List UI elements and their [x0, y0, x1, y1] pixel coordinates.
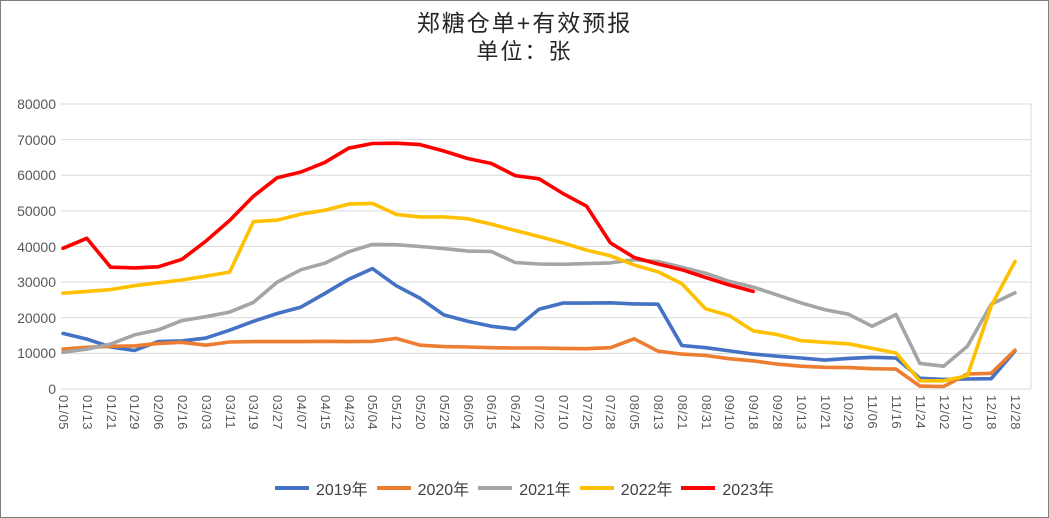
legend-item-2020: 2020年: [376, 476, 470, 500]
legend-item-2019: 2019年: [274, 476, 368, 500]
legend-label: 2022年: [620, 482, 673, 499]
x-axis-label: 02/06: [151, 395, 167, 431]
x-axis-label: 06/05: [460, 395, 476, 431]
x-axis-label: 12/28: [1008, 395, 1023, 431]
y-axis-label: 30000: [17, 274, 56, 291]
legend-item-2023: 2023年: [681, 476, 774, 500]
x-axis-label: 01/05: [56, 395, 71, 431]
legend-item-2021: 2021年: [478, 476, 571, 500]
y-axis-label: 20000: [17, 309, 56, 326]
x-axis-label: 03/11: [222, 395, 238, 430]
x-axis-label: 03/03: [198, 395, 214, 431]
x-axis-label: 08/05: [627, 395, 643, 431]
x-axis-label: 04/07: [294, 395, 309, 431]
x-axis-label: 10/21: [817, 395, 833, 431]
series-line-2021: [61, 242, 1017, 369]
y-axis-label: 0: [48, 381, 56, 397]
series-line-2023: [61, 141, 756, 294]
x-axis-label: 11/16: [889, 395, 904, 430]
x-axis-label: 03/19: [246, 395, 262, 431]
x-axis-label: 05/04: [365, 395, 381, 431]
x-axis-label: 08/21: [674, 395, 690, 431]
x-axis-label: 12/18: [984, 395, 1000, 431]
chart-subtitle: 单位：张: [476, 38, 573, 64]
title-block: 郑糖仓单+有效预报 单位：张: [1, 9, 1048, 66]
x-axis-label: 05/28: [436, 395, 452, 431]
legend-label: 2019年: [315, 482, 368, 499]
x-axis-label: 09/18: [746, 395, 762, 431]
y-axis-label: 60000: [17, 167, 56, 184]
x-axis-label: 07/20: [579, 395, 595, 431]
x-axis-label: 12/02: [936, 395, 952, 431]
legend-swatch: [376, 486, 411, 490]
x-axis-label: 12/10: [960, 395, 976, 431]
legend: 2019年 2020年 2021年 2022年 2023年: [1, 475, 1048, 501]
legend-swatch: [579, 486, 614, 490]
series-line-2019: [61, 266, 1017, 382]
x-axis-label: 09/10: [722, 395, 738, 431]
x-axis-label: 06/24: [508, 395, 524, 431]
x-axis-label: 04/23: [341, 395, 357, 431]
chart-title: 郑糖仓单+有效预报: [416, 10, 633, 36]
x-axis-label: 11/24: [912, 395, 928, 430]
legend-item-2022: 2022年: [579, 476, 673, 500]
y-axis-label: 50000: [17, 202, 56, 219]
series-line-2022: [61, 201, 1017, 383]
series-line-2020: [61, 336, 1017, 389]
legend-swatch: [681, 486, 716, 490]
x-axis-label: 03/27: [270, 395, 286, 431]
y-axis-label: 80000: [17, 96, 56, 112]
x-axis-label: 08/13: [651, 395, 666, 431]
x-axis-label: 05/20: [413, 395, 428, 431]
x-axis-label: 01/29: [127, 395, 143, 431]
x-axis-label: 07/02: [532, 395, 547, 431]
x-axis-label: 06/15: [484, 395, 500, 431]
legend-label: 2020年: [417, 482, 470, 499]
legend-label: 2023年: [722, 482, 775, 499]
x-axis-label: 05/12: [389, 395, 405, 431]
legend-label: 2021年: [519, 482, 571, 499]
x-axis-label: 10/13: [793, 395, 809, 431]
x-axis-label: 07/28: [603, 395, 619, 431]
x-axis-label: 01/13: [79, 395, 95, 431]
y-axis-label: 40000: [17, 238, 56, 255]
legend-swatch: [274, 486, 309, 490]
x-axis-label: 08/31: [698, 395, 714, 431]
x-axis-label: 02/16: [175, 395, 190, 431]
x-axis-label: 07/10: [555, 395, 571, 431]
y-axis-label: 70000: [17, 131, 56, 148]
x-axis-label: 01/21: [103, 395, 119, 431]
x-axis-label: 04/15: [317, 395, 333, 431]
x-axis-label: 10/29: [841, 395, 857, 431]
y-axis-label: 10000: [17, 345, 56, 362]
x-axis-label: 09/28: [770, 395, 785, 431]
legend-swatch: [478, 486, 513, 490]
x-axis-label: 11/06: [865, 395, 881, 430]
